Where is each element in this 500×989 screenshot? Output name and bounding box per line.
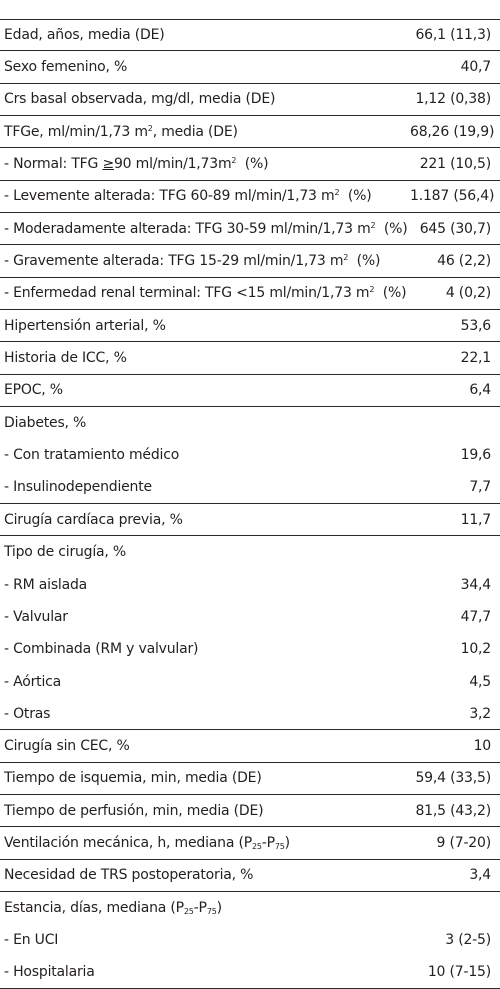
row-value: 81,5 (43,2) (415, 802, 491, 819)
table-row: - En UCI 3 (2-5) (0, 924, 500, 956)
table-row: Diabetes, % (0, 407, 500, 439)
row-label: Tiempo de isquemia, min, media (DE) (4, 770, 262, 787)
row-label: Estancia, días, mediana (P25-P75) (4, 900, 222, 917)
row-label: - Valvular (4, 609, 68, 626)
table-row: Cirugía cardíaca previa, % 11,7 (0, 504, 500, 537)
row-label: - En UCI (4, 932, 59, 949)
row-value: 10 (473, 737, 492, 754)
row-value: 1,12 (0,38) (415, 91, 491, 108)
row-value: 66,1 (11,3) (415, 27, 491, 44)
table-row: Historia de ICC, % 22,1 (0, 342, 500, 375)
row-label: Cirugía sin CEC, % (4, 737, 130, 754)
row-label: Diabetes, % (4, 415, 87, 432)
table-row: Cirugía sin CEC, % 10 (0, 730, 500, 763)
characteristics-table: Edad, años, media (DE) 66,1 (11,3) Sexo f… (0, 19, 500, 989)
table-row: - Aórtica 4,5 (0, 666, 500, 698)
row-label: Crs basal observada, mg/dl, media (DE) (4, 91, 276, 108)
row-value: 22,1 (460, 349, 492, 366)
row-value: 4 (0,2) (445, 285, 491, 302)
row-label: Ventilación mecánica, h, mediana (P25-P7… (4, 834, 290, 851)
row-value: 4,5 (469, 673, 491, 690)
row-value: 34,4 (460, 576, 492, 593)
table-row: Sexo femenino, % 40,7 (0, 51, 500, 84)
row-label: Sexo femenino, % (4, 58, 128, 75)
table-row: Tiempo de perfusión, min, media (DE) 81,5… (0, 795, 500, 828)
table-row: Necesidad de TRS postoperatoria, % 3,4 (0, 860, 500, 892)
table-row: TFGe, ml/min/1,73 m2, media (DE) 68,26 (1… (0, 116, 500, 149)
row-label: - Levemente alterada: TFG 60-89 ml/min/1… (4, 188, 372, 205)
row-label: Necesidad de TRS postoperatoria, % (4, 867, 254, 884)
table-row: - Insulinodependiente 7,7 (0, 472, 500, 504)
row-label: - Aórtica (4, 673, 62, 690)
table-row: Tiempo de isquemia, min, media (DE) 59,4 … (0, 763, 500, 795)
table-row: - Con tratamiento médico 19,6 (0, 439, 500, 471)
row-label: Historia de ICC, % (4, 349, 127, 366)
row-value: 10,2 (460, 641, 492, 658)
row-value: 645 (30,7) (419, 220, 491, 237)
row-value: 68,26 (19,9) (410, 123, 495, 140)
row-label: - Enfermedad renal terminal: TFG <15 ml/… (4, 285, 407, 302)
table-row: Ventilación mecánica, h, mediana (P25-P7… (0, 827, 500, 860)
row-label: - Otras (4, 705, 51, 722)
row-value: 7,7 (469, 479, 491, 496)
row-label: - Gravemente alterada: TFG 15-29 ml/min/… (4, 252, 381, 269)
row-value: 11,7 (460, 511, 492, 528)
row-value: 221 (10,5) (419, 155, 491, 172)
row-label: - Normal: TFG ≥90 ml/min/1,73m2 (%) (4, 155, 269, 172)
row-label: Tiempo de perfusión, min, media (DE) (4, 802, 264, 819)
row-value: 53,6 (460, 317, 492, 334)
row-label: Tipo de cirugía, % (4, 544, 127, 561)
row-label: - Hospitalaria (4, 964, 95, 981)
table-row: - Enfermedad renal terminal: TFG <15 ml/… (0, 278, 500, 310)
row-value: 46 (2,2) (437, 252, 491, 269)
table-row: EPOC, % 6,4 (0, 375, 500, 407)
table-row: - Moderadamente alterada: TFG 30-59 ml/m… (0, 213, 500, 246)
row-label: - RM aislada (4, 576, 88, 593)
table-row: Estancia, días, mediana (P25-P75) (0, 892, 500, 924)
table-row: - Valvular 47,7 (0, 601, 500, 633)
row-label: Edad, años, media (DE) (4, 27, 165, 44)
row-value: 1.187 (56,4) (410, 188, 495, 205)
table-row: Hipertensión arterial, % 53,6 (0, 310, 500, 343)
row-label: - Con tratamiento médico (4, 447, 180, 464)
row-value: 3 (2-5) (445, 932, 491, 949)
row-value: 9 (7-20) (436, 834, 492, 851)
row-value: 3,4 (469, 867, 491, 884)
row-label: Cirugía cardíaca previa, % (4, 511, 183, 528)
row-value: 40,7 (460, 58, 492, 75)
row-value: 47,7 (460, 609, 492, 626)
row-value: 19,6 (460, 447, 492, 464)
row-label: TFGe, ml/min/1,73 m2, media (DE) (4, 123, 238, 140)
table-row: Edad, años, media (DE) 66,1 (11,3) (0, 19, 500, 52)
table-row: Tipo de cirugía, % (0, 536, 500, 568)
row-value: 10 (7-15) (427, 964, 491, 981)
table-row: - Otras 3,2 (0, 698, 500, 731)
table-row: - Normal: TFG ≥90 ml/min/1,73m2 (%) 221 (… (0, 148, 500, 181)
row-value: 6,4 (469, 382, 491, 399)
row-label: - Combinada (RM y valvular) (4, 641, 199, 658)
row-value: 59,4 (33,5) (415, 770, 491, 787)
row-label: Hipertensión arterial, % (4, 317, 166, 334)
table-row: - Combinada (RM y valvular) 10,2 (0, 633, 500, 665)
table-row: - RM aislada 34,4 (0, 569, 500, 601)
table-row: - Levemente alterada: TFG 60-89 ml/min/1… (0, 181, 500, 213)
table-row: - Gravemente alterada: TFG 15-29 ml/min/… (0, 245, 500, 278)
row-value: 3,2 (469, 705, 491, 722)
row-label: - Moderadamente alterada: TFG 30-59 ml/m… (4, 220, 408, 237)
row-label: EPOC, % (4, 382, 63, 399)
table-row: Crs basal observada, mg/dl, media (DE) 1,… (0, 84, 500, 116)
row-label: - Insulinodependiente (4, 479, 152, 496)
